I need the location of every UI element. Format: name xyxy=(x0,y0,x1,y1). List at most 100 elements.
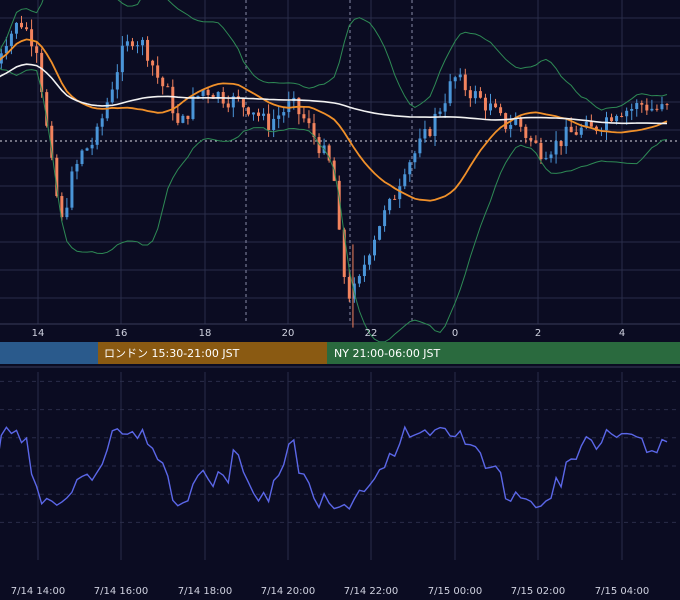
ma-short-line xyxy=(0,38,668,202)
candle-body xyxy=(9,33,13,47)
osc-x-tick-label: 7/15 00:00 xyxy=(428,586,482,597)
candle-body xyxy=(191,96,195,119)
candle-body xyxy=(282,112,286,116)
candle-body xyxy=(267,113,271,131)
candle-body xyxy=(463,74,467,91)
candle-body xyxy=(65,207,69,218)
candle-body xyxy=(378,226,382,240)
x-tick-label: 16 xyxy=(115,328,128,339)
candle-body xyxy=(549,154,553,159)
candle-body xyxy=(468,90,472,99)
candle-body xyxy=(478,91,482,98)
candle-body xyxy=(120,45,124,73)
candle-body xyxy=(75,163,79,172)
candle-body xyxy=(373,239,377,256)
candle-body xyxy=(257,112,261,116)
candle-body xyxy=(80,150,84,164)
candle-body xyxy=(231,96,235,108)
candle-body xyxy=(438,111,442,114)
candle-body xyxy=(50,125,54,158)
candle-body xyxy=(393,198,397,200)
candle-body xyxy=(489,103,493,111)
candle-body xyxy=(357,276,361,284)
candle-body xyxy=(625,110,629,117)
candle-body xyxy=(524,126,528,138)
candle-body xyxy=(473,91,477,99)
osc-x-tick-label: 7/14 14:00 xyxy=(11,586,65,597)
candle-body xyxy=(504,113,508,129)
osc-x-tick-label: 7/14 16:00 xyxy=(94,586,148,597)
candle-body xyxy=(105,102,109,119)
x-tick-label: 20 xyxy=(282,328,295,339)
candle-body xyxy=(176,113,180,123)
candle-body xyxy=(342,229,346,277)
candle-body xyxy=(312,123,316,138)
oscillator-panel[interactable]: 7/14 14:00 7/14 16:00 7/14 18:00 7/14 20:00… xyxy=(0,372,680,597)
candle-body xyxy=(665,104,669,106)
candle-body xyxy=(4,46,8,54)
candle-body xyxy=(539,142,543,160)
candle-body xyxy=(151,60,155,66)
candle-body xyxy=(403,174,407,187)
candle-body xyxy=(494,103,498,108)
candle-body xyxy=(448,81,452,104)
candle-body xyxy=(272,118,276,131)
x-tick-label: 4 xyxy=(619,328,625,339)
candle-body xyxy=(544,158,548,160)
candle-body xyxy=(514,117,518,125)
candle-body xyxy=(85,148,89,151)
candle-body xyxy=(433,113,437,136)
candle-body xyxy=(156,65,160,78)
candle-body xyxy=(483,97,487,111)
candle-body xyxy=(604,117,608,131)
candle-body xyxy=(302,114,306,119)
candle-body xyxy=(499,107,503,114)
candle-body xyxy=(135,45,139,47)
candle-body xyxy=(70,171,74,208)
bollinger-lower-line xyxy=(0,67,668,343)
session-ny xyxy=(327,342,680,364)
session-london-label: ロンドン 15:30-21:00 JST xyxy=(104,347,240,360)
candle-body xyxy=(327,145,331,161)
candle-body xyxy=(251,112,255,115)
osc-x-tick-label: 7/14 20:00 xyxy=(261,586,315,597)
candle-body xyxy=(40,52,44,93)
candle-body xyxy=(519,117,523,127)
ma-long-line xyxy=(0,63,667,125)
x-tick-label: 22 xyxy=(365,328,378,339)
candle-body xyxy=(564,126,568,147)
candle-body xyxy=(20,22,24,28)
candle-body xyxy=(186,115,190,119)
candle-body xyxy=(388,198,392,211)
candle-body xyxy=(262,113,266,116)
candle-body xyxy=(246,107,250,115)
candle-body xyxy=(630,108,634,111)
candle-body xyxy=(211,95,215,99)
candle-body xyxy=(55,157,59,197)
candle-body xyxy=(554,141,558,155)
candle-body xyxy=(620,115,624,117)
candle-body xyxy=(640,103,644,105)
candle-body xyxy=(181,115,185,123)
candle-body xyxy=(428,129,432,136)
x-tick-label: 18 xyxy=(199,328,212,339)
bollinger-upper-line xyxy=(0,0,668,111)
oscillator-line xyxy=(0,425,668,511)
candle-body xyxy=(115,72,119,90)
candle-body xyxy=(660,104,664,110)
candle-body xyxy=(125,41,129,46)
candle-body xyxy=(146,39,150,61)
candle-body xyxy=(90,144,94,149)
candle-body xyxy=(317,137,321,154)
candle-body xyxy=(347,276,351,299)
candle-body xyxy=(100,118,104,127)
candle-body xyxy=(615,115,619,122)
price-panel[interactable]: 14 16 18 20 22 0 2 4 xyxy=(0,0,680,343)
x-tick-label: 14 xyxy=(32,328,45,339)
candle-body xyxy=(569,126,573,133)
candle-body xyxy=(645,104,649,111)
x-tick-label: 0 xyxy=(452,328,458,339)
candle-body xyxy=(166,86,170,88)
